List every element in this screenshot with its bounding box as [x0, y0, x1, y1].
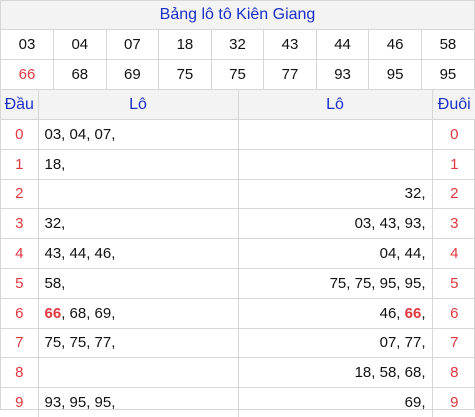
number-cell: 93	[316, 59, 370, 90]
loto-row: 8 18, 58, 68, 8	[1, 357, 475, 389]
loto-table: Đầu Lô Lô Đuôi 0 03, 04, 07, 0 1 18, 1 2 32, 2 3 3…	[1, 90, 475, 417]
dau-digit: 3	[1, 208, 39, 240]
number-cell: 43	[263, 30, 317, 60]
number-cell: 44	[316, 30, 370, 60]
highlighted-number: 66	[44, 304, 62, 322]
lo-right-list: 32,	[238, 179, 433, 210]
numbers-row-2: 66 68 69 75 75 77 93 95 95	[1, 59, 474, 90]
loto-row: 0 03, 04, 07, 0	[1, 119, 475, 150]
dau-digit: 8	[1, 357, 39, 389]
numbers-row-1: 03 04 07 18 32 43 44 46 58	[1, 30, 474, 60]
lo-left-list: 58,	[38, 268, 239, 299]
dau-digit: 7	[1, 328, 39, 359]
number-cell: 75	[211, 59, 265, 90]
lo-right-list: 75, 75, 95, 95,	[238, 268, 433, 299]
loto-row: 4 43, 44, 46, 04, 44, 4	[1, 238, 475, 269]
number-cell: 07	[106, 30, 160, 60]
lo-right-list: 18, 58, 68,	[238, 357, 433, 389]
number-cell: 03	[1, 30, 55, 60]
duoi-digit: 0	[432, 119, 475, 150]
duoi-digit: 1	[432, 149, 475, 180]
number-cell: 69	[106, 59, 160, 90]
lo-right-list: 46, 66,	[238, 298, 433, 329]
number-cell: 66	[1, 59, 55, 90]
loto-header-row: Đầu Lô Lô Đuôi	[1, 90, 475, 120]
lo-right-list: 69,	[238, 387, 433, 417]
lo-right-list: 04, 44,	[238, 238, 433, 269]
duoi-digit: 2	[432, 179, 475, 210]
number-cell: 18	[158, 30, 212, 60]
highlighted-number: 66	[404, 304, 422, 322]
dau-digit: 9	[1, 387, 39, 417]
dau-digit: 0	[1, 119, 39, 150]
lo-left-list: 03, 04, 07,	[38, 119, 239, 150]
dau-digit: 6	[1, 298, 39, 329]
duoi-digit: 9	[450, 394, 459, 412]
board-title: Bảng lô tô Kiên Giang	[1, 1, 474, 30]
duoi-digit: 5	[432, 268, 475, 299]
dau-digit: 1	[1, 149, 39, 180]
number-cell: 95	[368, 59, 422, 90]
lo-right-list	[238, 149, 433, 180]
lo-left-list	[38, 179, 239, 210]
duoi-digit: 6	[432, 298, 475, 329]
duoi-digit: 3	[432, 208, 475, 240]
lo-left-list: 32,	[38, 208, 239, 240]
lo-right-list: 03, 43, 93,	[238, 208, 433, 240]
header-dau: Đầu	[1, 90, 39, 120]
loto-row: 3 32, 03, 43, 93, 3	[1, 208, 475, 240]
number-cell: 75	[158, 59, 212, 90]
number-cell: 95	[421, 59, 474, 90]
lo-left-list: 93, 95, 95,	[38, 387, 239, 417]
results-numbers-table: 03 04 07 18 32 43 44 46 58 66 68 69 75 75 77 93 95 95	[1, 30, 474, 90]
number-cell: 77	[263, 59, 317, 90]
dau-digit: 4	[1, 238, 39, 269]
number-cell: 32	[211, 30, 265, 60]
duoi-digit: 7	[432, 328, 475, 359]
duoi-digit: 8	[432, 357, 475, 389]
number-cell: 04	[53, 30, 107, 60]
dau-digit: 5	[1, 268, 39, 299]
number-cell: 68	[53, 59, 107, 90]
lo-right-list: 07, 77,	[238, 328, 433, 359]
lo-left-list: 43, 44, 46,	[38, 238, 239, 269]
loto-row: 7 75, 75, 77, 07, 77, 7	[1, 328, 475, 359]
number-cell: 46	[368, 30, 422, 60]
header-lo-right: Lô	[238, 90, 433, 120]
header-duoi: Đuôi	[432, 90, 475, 120]
lo-left-list: 18,	[38, 149, 239, 180]
number-cell: 58	[421, 30, 474, 60]
lo-left-list: 75, 75, 77,	[38, 328, 239, 359]
loto-row: 2 32, 2	[1, 179, 475, 210]
dau-digit: 2	[1, 179, 39, 210]
loto-row: 6 66, 68, 69, 46, 66, 6	[1, 298, 475, 329]
loto-row: 9 93, 95, 95, 69, 9	[1, 387, 475, 417]
loto-row: 5 58, 75, 75, 95, 95, 5	[1, 268, 475, 299]
lo-left-list: 66, 68, 69,	[38, 298, 239, 329]
lo-right-list	[238, 119, 433, 150]
header-lo-left: Lô	[38, 90, 239, 120]
lo-left-list	[38, 357, 239, 389]
duoi-digit: 4	[432, 238, 475, 269]
loto-row: 1 18, 1	[1, 149, 475, 180]
